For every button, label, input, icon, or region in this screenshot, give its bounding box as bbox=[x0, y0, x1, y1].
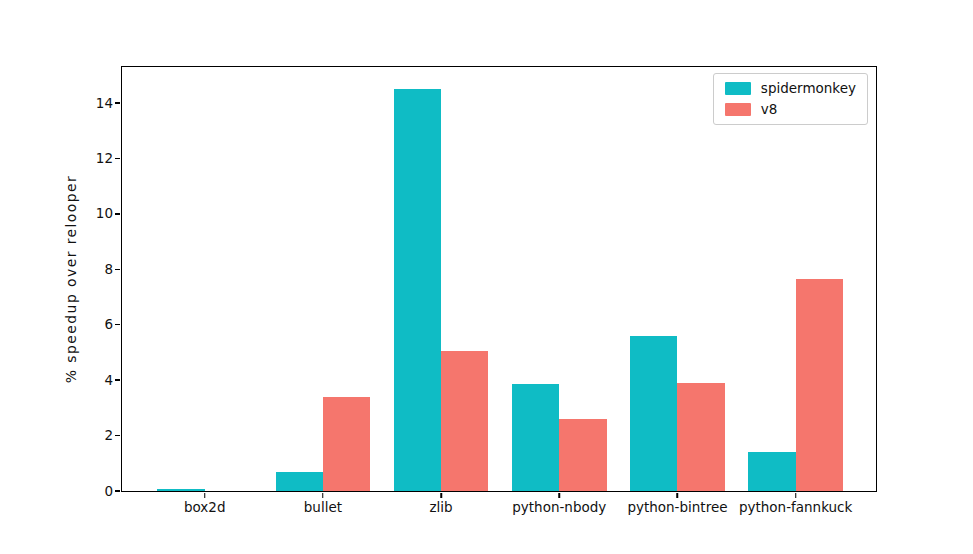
x-tick-zlib bbox=[440, 493, 442, 498]
x-tick-box2d bbox=[204, 493, 206, 498]
y-tick-0 bbox=[115, 490, 120, 492]
x-tick-python-nbody bbox=[559, 493, 561, 498]
legend: spidermonkey v8 bbox=[713, 73, 868, 125]
bar-spidermonkey-python-bintree bbox=[630, 336, 677, 491]
x-tick-label-python-fannkuck: python-fannkuck bbox=[739, 499, 852, 515]
y-tick-label-2: 2 bbox=[104, 429, 113, 443]
legend-entry-v8: v8 bbox=[725, 103, 856, 117]
y-tick-14 bbox=[115, 102, 120, 104]
x-tick-bullet bbox=[322, 493, 324, 498]
bar-v8-python-bintree bbox=[677, 383, 724, 491]
y-tick-label-0: 0 bbox=[104, 484, 113, 498]
bar-v8-python-nbody bbox=[559, 419, 606, 491]
y-tick-8 bbox=[115, 269, 120, 271]
bar-v8-bullet bbox=[323, 397, 370, 491]
x-tick-python-bintree bbox=[677, 493, 679, 498]
y-tick-2 bbox=[115, 435, 120, 437]
bar-spidermonkey-python-fannkuck bbox=[748, 452, 795, 491]
legend-entry-spidermonkey: spidermonkey bbox=[725, 82, 856, 96]
bar-spidermonkey-box2d bbox=[157, 489, 204, 491]
x-tick-label-python-nbody: python-nbody bbox=[512, 499, 606, 515]
bars-layer bbox=[122, 67, 876, 491]
x-tick-label-bullet: bullet bbox=[304, 499, 342, 515]
x-tick-label-python-bintree: python-bintree bbox=[627, 499, 727, 515]
y-tick-label-6: 6 bbox=[104, 318, 113, 332]
bar-spidermonkey-zlib bbox=[394, 89, 441, 491]
y-tick-label-14: 14 bbox=[96, 96, 113, 110]
x-tick-python-fannkuck bbox=[795, 493, 797, 498]
y-tick-label-12: 12 bbox=[96, 152, 113, 166]
x-tick-label-box2d: box2d bbox=[184, 499, 226, 515]
legend-swatch-v8 bbox=[725, 103, 751, 116]
figure: % speedup over relooper spidermonkey v8 0… bbox=[0, 0, 973, 554]
y-tick-4 bbox=[115, 379, 120, 381]
bar-spidermonkey-bullet bbox=[276, 472, 323, 491]
bar-v8-zlib bbox=[441, 351, 488, 491]
y-tick-label-8: 8 bbox=[104, 263, 113, 277]
y-tick-6 bbox=[115, 324, 120, 326]
legend-label-v8: v8 bbox=[761, 103, 778, 117]
bar-spidermonkey-python-nbody bbox=[512, 384, 559, 491]
y-tick-label-10: 10 bbox=[96, 207, 113, 221]
legend-label-spidermonkey: spidermonkey bbox=[761, 82, 856, 96]
y-tick-label-4: 4 bbox=[104, 373, 113, 387]
bar-v8-python-fannkuck bbox=[796, 279, 843, 491]
y-tick-10 bbox=[115, 213, 120, 215]
plot-area: spidermonkeyv8 02468101214box2dbulletzli… bbox=[121, 66, 877, 492]
y-axis-label: % speedup over relooper bbox=[63, 175, 79, 383]
y-tick-12 bbox=[115, 158, 120, 160]
x-tick-label-zlib: zlib bbox=[429, 499, 452, 515]
legend-swatch-spidermonkey bbox=[725, 82, 751, 95]
